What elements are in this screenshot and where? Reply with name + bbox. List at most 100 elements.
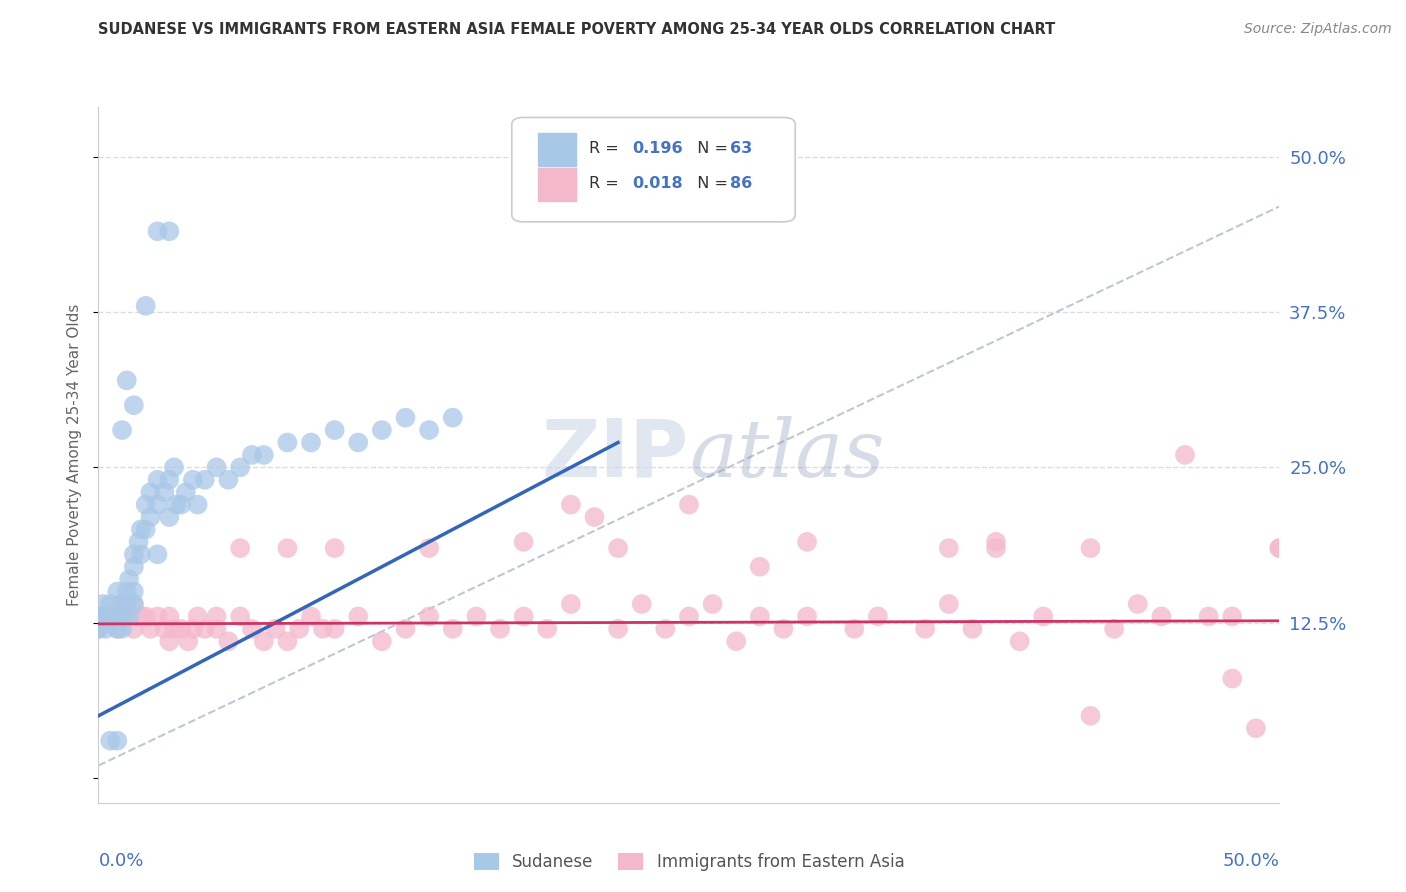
Text: N =: N = xyxy=(686,176,733,191)
Point xyxy=(630,597,652,611)
Point xyxy=(177,634,200,648)
Point xyxy=(938,541,960,555)
Point xyxy=(962,622,984,636)
Point xyxy=(170,622,193,636)
Point xyxy=(146,609,169,624)
Point xyxy=(299,435,322,450)
Point xyxy=(866,609,889,624)
Point xyxy=(157,224,180,238)
Point xyxy=(583,510,606,524)
Text: SUDANESE VS IMMIGRANTS FROM EASTERN ASIA FEMALE POVERTY AMONG 25-34 YEAR OLDS CO: SUDANESE VS IMMIGRANTS FROM EASTERN ASIA… xyxy=(98,22,1056,37)
Point xyxy=(394,410,416,425)
Text: R =: R = xyxy=(589,141,623,156)
Point xyxy=(240,448,263,462)
Point xyxy=(139,510,162,524)
Point xyxy=(276,435,298,450)
Point xyxy=(229,541,252,555)
Point xyxy=(560,597,582,611)
Text: 0.018: 0.018 xyxy=(633,176,683,191)
Point xyxy=(115,597,138,611)
Point xyxy=(844,622,866,636)
Point xyxy=(607,541,630,555)
Text: N =: N = xyxy=(686,141,733,156)
Point xyxy=(512,609,534,624)
FancyBboxPatch shape xyxy=(512,118,796,222)
Point xyxy=(1126,597,1149,611)
Point xyxy=(748,609,770,624)
Point xyxy=(323,622,346,636)
Point xyxy=(135,523,157,537)
Point xyxy=(111,609,134,624)
Point xyxy=(105,733,128,747)
Legend: Sudanese, Immigrants from Eastern Asia: Sudanese, Immigrants from Eastern Asia xyxy=(467,847,911,878)
Point xyxy=(299,609,322,624)
Point xyxy=(984,541,1007,555)
Point xyxy=(253,448,276,462)
Point xyxy=(128,534,150,549)
Point xyxy=(129,609,152,624)
Point xyxy=(98,597,121,611)
Point xyxy=(129,547,152,561)
Text: R =: R = xyxy=(589,176,623,191)
Point xyxy=(135,299,157,313)
Text: 0.0%: 0.0% xyxy=(98,852,143,870)
Point xyxy=(205,609,228,624)
Point xyxy=(441,622,464,636)
Text: atlas: atlas xyxy=(689,417,884,493)
Point xyxy=(1102,622,1125,636)
Point xyxy=(229,609,252,624)
Point xyxy=(1080,708,1102,723)
Text: 0.196: 0.196 xyxy=(633,141,683,156)
Point xyxy=(153,622,176,636)
Point xyxy=(772,622,794,636)
Point xyxy=(748,559,770,574)
Point xyxy=(323,541,346,555)
Point xyxy=(371,634,394,648)
Point xyxy=(105,622,128,636)
Point xyxy=(217,634,239,648)
Point xyxy=(1008,634,1031,648)
Point xyxy=(187,498,209,512)
Point xyxy=(118,609,141,624)
Point xyxy=(465,609,488,624)
Text: ZIP: ZIP xyxy=(541,416,689,494)
Point xyxy=(94,609,117,624)
Point xyxy=(1080,541,1102,555)
Point xyxy=(1198,609,1220,624)
Point xyxy=(678,498,700,512)
Point xyxy=(111,609,134,624)
Point xyxy=(170,498,193,512)
Point xyxy=(194,473,217,487)
Point xyxy=(229,460,252,475)
Point xyxy=(205,460,228,475)
Point xyxy=(276,634,298,648)
Point xyxy=(87,622,110,636)
Bar xyxy=(537,168,575,201)
Point xyxy=(702,597,724,611)
Point xyxy=(165,498,187,512)
Point xyxy=(560,498,582,512)
Point xyxy=(489,622,512,636)
Point xyxy=(194,622,217,636)
Point xyxy=(98,609,121,624)
Point xyxy=(205,622,228,636)
Point xyxy=(87,609,110,624)
Point xyxy=(181,622,204,636)
Point xyxy=(146,473,169,487)
Point xyxy=(1244,721,1267,735)
Point xyxy=(796,534,818,549)
Point xyxy=(418,423,440,437)
Point xyxy=(441,410,464,425)
Text: 63: 63 xyxy=(730,141,752,156)
Point xyxy=(323,423,346,437)
Point xyxy=(122,622,145,636)
Point xyxy=(796,609,818,624)
Point xyxy=(122,398,145,412)
Point xyxy=(146,224,169,238)
Point xyxy=(371,423,394,437)
Point xyxy=(418,541,440,555)
Point xyxy=(1220,672,1243,686)
Point xyxy=(122,547,145,561)
Point xyxy=(105,584,128,599)
Point xyxy=(1220,609,1243,624)
